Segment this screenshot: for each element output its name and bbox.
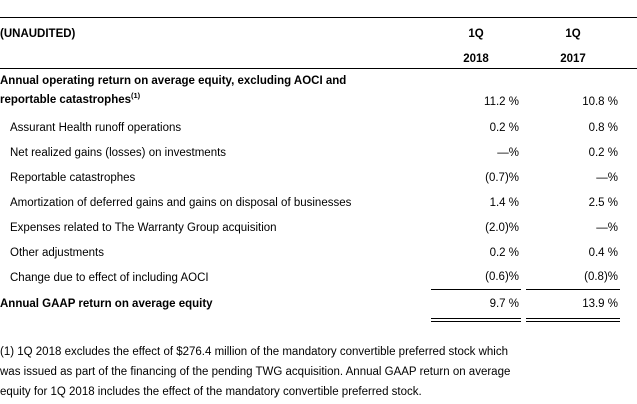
footnote-ref: (1) xyxy=(131,91,141,101)
row-label: Amortization of deferred gains and gains… xyxy=(10,196,352,209)
total-double-rule xyxy=(0,318,637,322)
footnote: (1) 1Q 2018 excludes the effect of $276.… xyxy=(0,342,637,402)
value-2017: —% xyxy=(596,221,618,234)
table-row: Expenses related to The Warranty Group a… xyxy=(0,215,637,240)
row-label: Other adjustments xyxy=(10,246,104,259)
col-year-2018: 2018 xyxy=(463,53,489,65)
row-label-line2: reportable catastrophes(1) xyxy=(0,91,141,106)
col-quarter-2018: 1Q xyxy=(468,28,484,40)
row-label: Reportable catastrophes xyxy=(10,171,136,184)
double-rule-2018 xyxy=(431,318,521,322)
col-quarter-2017: 1Q xyxy=(565,28,581,40)
double-rule-spacer xyxy=(0,318,426,322)
table-row: Annual operating return on average equit… xyxy=(0,69,637,115)
row-label: Change due to effect of including AOCI xyxy=(10,271,209,284)
header-row-quarter: (UNAUDITED) 1Q 1Q xyxy=(0,18,637,43)
value-2018: (2.0)% xyxy=(485,221,519,234)
value-2018: 0.2 % xyxy=(489,121,519,134)
table-row: Assurant Health runoff operations 0.2 % … xyxy=(0,115,637,140)
row-label: Annual operating return on average equit… xyxy=(0,69,426,115)
header-row-year: 2018 2017 xyxy=(0,43,637,68)
value-2017: 10.8 % xyxy=(582,96,618,108)
value-2018: 11.2 % xyxy=(484,96,519,108)
row-label: Assurant Health runoff operations xyxy=(10,121,182,134)
footnote-line: was issued as part of the financing of t… xyxy=(0,366,511,378)
unaudited-label: (UNAUDITED) xyxy=(0,28,76,40)
value-2017: 13.9 % xyxy=(582,298,618,310)
table-row: Amortization of deferred gains and gains… xyxy=(0,190,637,215)
row-label-line1: Annual operating return on average equit… xyxy=(0,75,347,87)
header-spacer xyxy=(0,43,426,68)
value-2018: 1.4 % xyxy=(489,196,519,209)
value-2018: (0.6)% xyxy=(431,265,521,290)
table-row: Other adjustments 0.2 % 0.4 % xyxy=(0,240,637,265)
table-row: Change due to effect of including AOCI (… xyxy=(0,265,637,290)
row-label: Annual GAAP return on average equity xyxy=(0,298,213,310)
value-2017: 0.2 % xyxy=(588,146,618,159)
value-2017: —% xyxy=(596,171,618,184)
value-2018: (0.7)% xyxy=(485,171,519,184)
value-2017: 2.5 % xyxy=(588,196,618,209)
value-2017: 0.4 % xyxy=(588,246,618,259)
double-rule-2017 xyxy=(526,318,620,322)
value-2017: 0.8 % xyxy=(588,121,618,134)
col-year-2017: 2017 xyxy=(560,53,586,65)
row-label: Net realized gains (losses) on investmen… xyxy=(10,146,227,159)
value-2018: 0.2 % xyxy=(489,246,519,259)
table-row: Reportable catastrophes (0.7)% —% xyxy=(0,165,637,190)
value-2018: —% xyxy=(497,146,519,159)
footnote-line: (1) 1Q 2018 excludes the effect of $276.… xyxy=(0,346,508,358)
value-2017: (0.8)% xyxy=(526,265,620,290)
table-row: Annual GAAP return on average equity 9.7… xyxy=(0,290,637,318)
value-2018: 9.7 % xyxy=(489,298,519,310)
row-label: Expenses related to The Warranty Group a… xyxy=(10,221,277,234)
table-row: Net realized gains (losses) on investmen… xyxy=(0,140,637,165)
footnote-line: equity for 1Q 2018 includes the effect o… xyxy=(0,386,422,398)
table-header: (UNAUDITED) 1Q 1Q 2018 2017 xyxy=(0,17,637,69)
